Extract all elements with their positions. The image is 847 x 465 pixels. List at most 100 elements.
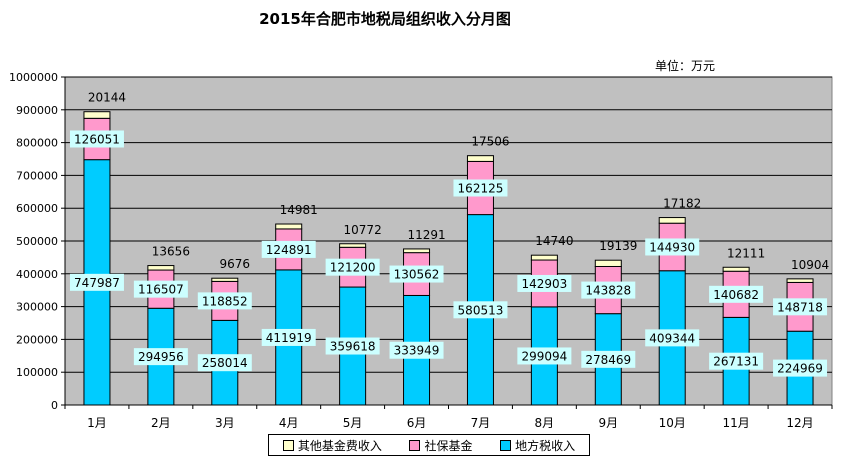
label-box-social-fund (581, 281, 636, 299)
x-tick-label: 11月 (722, 416, 749, 430)
legend-label-other: 其他基金费收入 (297, 438, 382, 453)
y-tick-label: 800000 (16, 137, 58, 150)
bar-other-fund (786, 278, 814, 283)
legend: 其他基金费收入 社保基金 地方税收入 (268, 434, 590, 456)
label-box-social-fund (453, 179, 508, 197)
label-box-social-fund (517, 274, 572, 292)
x-tick-label: 2月 (151, 416, 171, 430)
x-tick-label: 1月 (87, 416, 107, 430)
data-label-social-fund: 148718 (777, 300, 823, 314)
label-box-local-tax (581, 350, 636, 368)
label-box-local-tax (197, 354, 252, 372)
label-box-social-fund (261, 240, 316, 258)
label-box-social-fund (197, 292, 252, 310)
data-label-social-fund: 121200 (330, 261, 376, 275)
y-tick-label: 700000 (16, 169, 58, 182)
bar-other-fund (147, 265, 175, 271)
data-label-other-fund: 19139 (599, 239, 637, 253)
y-tick-label: 0 (51, 399, 58, 412)
bar-other-fund (403, 248, 431, 254)
data-label-social-fund: 140682 (713, 288, 759, 302)
data-label-local-tax: 224969 (777, 362, 823, 376)
data-label-other-fund: 14740 (535, 234, 573, 248)
data-label-social-fund: 116507 (138, 283, 184, 297)
bar-other-fund (211, 277, 239, 282)
x-tick-label: 6月 (407, 416, 427, 430)
data-label-local-tax: 359618 (330, 340, 376, 354)
data-label-other-fund: 14981 (280, 203, 318, 217)
label-box-local-tax (517, 347, 572, 365)
label-box-local-tax (773, 359, 828, 377)
data-label-social-fund: 144930 (649, 240, 695, 254)
legend-swatch-social (409, 439, 421, 451)
label-box-local-tax (453, 301, 508, 319)
data-label-local-tax: 299094 (521, 349, 567, 363)
data-label-local-tax: 267131 (713, 355, 759, 369)
y-tick-label: 500000 (16, 235, 58, 248)
data-label-local-tax: 409344 (649, 331, 695, 345)
x-tick-label: 10月 (659, 416, 686, 430)
y-tick-label: 600000 (16, 202, 58, 215)
legend-item-social: 社保基金 (409, 437, 472, 454)
data-label-local-tax: 411919 (266, 331, 312, 345)
bar-other-fund (339, 243, 367, 248)
label-box-local-tax (133, 348, 188, 366)
y-tick-label: 900000 (16, 104, 58, 117)
unit-label: 单位：万元 (655, 59, 716, 73)
y-tick-label: 300000 (16, 301, 58, 314)
bar-other-fund (275, 223, 303, 230)
x-tick-label: 4月 (279, 416, 299, 430)
data-label-social-fund: 124891 (266, 243, 312, 257)
bar-other-fund (83, 111, 111, 119)
bar-other-fund (594, 259, 622, 267)
label-box-social-fund (69, 130, 124, 148)
x-tick-label: 12月 (786, 416, 813, 430)
data-label-social-fund: 142903 (521, 277, 567, 291)
label-box-social-fund (709, 285, 764, 303)
data-label-other-fund: 10772 (344, 223, 382, 237)
bar-other-fund (722, 266, 750, 272)
data-label-social-fund: 143828 (585, 284, 631, 298)
data-label-social-fund: 162125 (458, 182, 504, 196)
label-box-local-tax (261, 328, 316, 346)
label-box-local-tax (645, 329, 700, 347)
bar-other-fund (658, 217, 686, 224)
legend-swatch-other (282, 439, 294, 451)
data-label-other-fund: 9676 (220, 257, 251, 271)
x-tick-label: 7月 (471, 416, 491, 430)
legend-swatch-local (500, 439, 512, 451)
legend-label-local: 地方税收入 (515, 438, 576, 453)
data-label-social-fund: 126051 (74, 132, 120, 146)
y-tick-label: 1000000 (9, 71, 58, 84)
data-label-other-fund: 10904 (791, 258, 829, 272)
data-label-other-fund: 11291 (407, 228, 445, 242)
data-label-local-tax: 258014 (202, 356, 248, 370)
bar-other-fund (466, 155, 494, 162)
data-label-other-fund: 13656 (152, 245, 190, 259)
data-label-local-tax: 333949 (394, 344, 440, 358)
label-box-local-tax (709, 352, 764, 370)
data-label-local-tax: 747987 (74, 276, 120, 290)
y-tick-label: 100000 (16, 366, 58, 379)
x-tick-label: 5月 (343, 416, 363, 430)
data-label-other-fund: 12111 (727, 246, 765, 260)
label-box-social-fund (389, 265, 444, 283)
data-label-social-fund: 118852 (202, 294, 248, 308)
y-tick-label: 200000 (16, 333, 58, 346)
label-box-social-fund (133, 280, 188, 298)
data-label-other-fund: 20144 (88, 91, 126, 105)
legend-item-local: 地方税收入 (500, 437, 575, 454)
data-label-social-fund: 130562 (394, 268, 440, 282)
data-label-local-tax: 278469 (585, 353, 631, 367)
label-box-local-tax (325, 337, 380, 355)
label-box-social-fund (773, 298, 828, 316)
label-box-social-fund (325, 258, 380, 276)
y-tick-label: 400000 (16, 268, 58, 281)
legend-item-other: 其他基金费收入 (282, 437, 382, 454)
data-label-other-fund: 17182 (663, 197, 701, 211)
data-label-other-fund: 17506 (471, 135, 509, 149)
bar-other-fund (530, 254, 558, 261)
label-box-social-fund (645, 238, 700, 256)
